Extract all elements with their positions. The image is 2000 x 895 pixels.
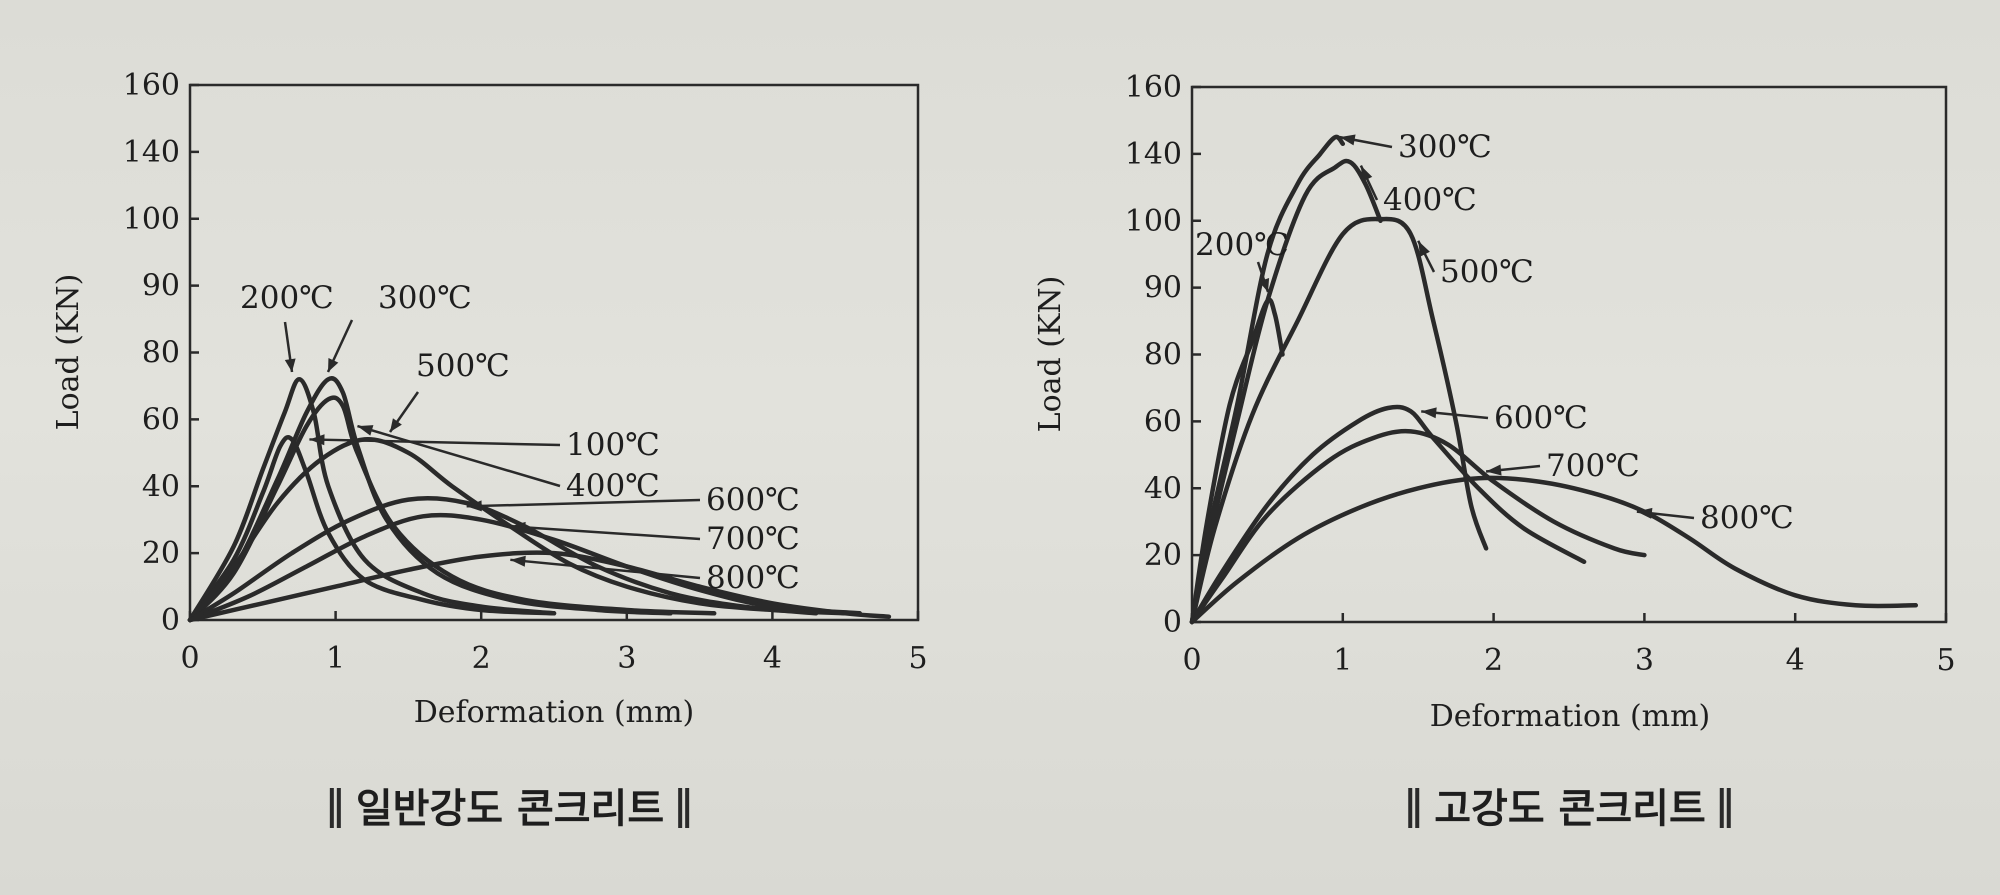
series-label-1: 200℃ (240, 280, 334, 316)
x-tick-label: 3 (1635, 643, 1654, 678)
leader-arrowhead (1636, 507, 1653, 519)
series-line-5 (1189, 428, 1647, 625)
y-tick-label: 80 (1144, 338, 1182, 373)
leader-arrowhead (510, 555, 526, 567)
y-tick-label: 100 (123, 202, 180, 237)
caption-bar (1726, 788, 1731, 828)
leader-arrowhead (1418, 240, 1430, 257)
x-tick-label: 0 (180, 641, 199, 676)
x-tick-label: 3 (617, 641, 636, 676)
x-tick-label: 4 (1786, 643, 1805, 678)
y-axis-title: Load (KN) (1033, 276, 1068, 433)
y-tick-label: 80 (142, 336, 180, 371)
series-label-4: 500℃ (416, 348, 510, 384)
chart-caption: 고강도 콘크리트 (1434, 786, 1706, 832)
caption-bar (1719, 788, 1724, 828)
leader-arrowhead (1360, 165, 1373, 182)
series-line-2 (1189, 158, 1383, 625)
caption-bar (1408, 788, 1413, 828)
x-tick-label: 1 (326, 641, 345, 676)
y-tick-label: 60 (142, 402, 180, 437)
series-line-7 (187, 550, 892, 623)
x-tick-label: 1 (1333, 643, 1352, 678)
x-tick-label: 5 (908, 641, 927, 676)
series-line-2 (187, 376, 673, 623)
y-tick-label: 40 (142, 469, 180, 504)
y-tick-label: 140 (123, 135, 180, 170)
leader-arrowhead (466, 500, 482, 512)
y-tick-label: 60 (1144, 404, 1182, 439)
series-label-1: 300℃ (1398, 129, 1492, 165)
series-label-2: 300℃ (378, 280, 472, 316)
y-tick-label: 100 (1125, 204, 1182, 239)
series-line-4 (187, 437, 848, 623)
chart-high-strength-concrete: 0 1 2 3 4 5 0 20 40 60 80 90 100 140 160 Deformation (m… (1033, 70, 1956, 832)
series-line-4 (1189, 404, 1587, 625)
leader-arrowhead (1421, 407, 1437, 419)
x-tick-label: 2 (472, 641, 491, 676)
y-tick-label: 0 (1163, 605, 1182, 640)
series-label-0: 100℃ (566, 427, 660, 463)
chart-normal-strength-concrete: 0 1 2 3 4 5 0 20 40 60 80 90 100 140 160 Deformation (m… (51, 68, 928, 832)
caption-bar (678, 788, 683, 828)
x-tick-label: 5 (1936, 643, 1955, 678)
leader-arrowhead (390, 418, 402, 432)
leader-line (309, 438, 561, 447)
plot-frame (1190, 85, 1948, 624)
series-label-4: 600℃ (1494, 400, 1588, 436)
series-label-3: 500℃ (1440, 254, 1534, 290)
x-tick-label: 2 (1484, 643, 1503, 678)
y-tick-label: 40 (1144, 471, 1182, 506)
series-line-5 (187, 496, 819, 623)
series-line-1 (1189, 134, 1346, 625)
leader-line (466, 498, 701, 508)
leader-arrowhead (1486, 464, 1502, 476)
leader-arrowhead (284, 358, 296, 372)
leader-arrowhead (1258, 278, 1270, 292)
caption-bar (329, 788, 334, 828)
y-tick-label: 160 (1125, 70, 1182, 105)
series-label-5: 600℃ (706, 482, 800, 518)
y-tick-label: 90 (1144, 271, 1182, 306)
leader-arrowhead (309, 434, 325, 446)
y-tick-label: 90 (142, 269, 180, 304)
leader-arrowhead (357, 425, 374, 436)
x-tick-label: 4 (763, 641, 782, 676)
series-label-2: 400℃ (1383, 182, 1477, 218)
y-axis-title: Load (KN) (51, 274, 86, 431)
leader-line (510, 558, 701, 580)
series-label-7: 800℃ (706, 560, 800, 596)
y-tick-label: 20 (142, 536, 180, 571)
x-axis-title: Deformation (mm) (414, 695, 695, 730)
y-tick-label: 20 (1144, 538, 1182, 573)
series-label-6: 800℃ (1700, 500, 1794, 536)
x-tick-label: 0 (1182, 643, 1201, 678)
x-axis-title: Deformation (mm) (1430, 699, 1711, 734)
series-line-6 (187, 512, 863, 623)
y-tick-label: 160 (123, 68, 180, 103)
y-tick-label: 0 (161, 603, 180, 638)
leader-arrowhead (328, 358, 339, 372)
chart-caption: 일반강도 콘크리트 (356, 786, 664, 832)
series-label-0: 200℃ (1195, 227, 1289, 263)
series-label-5: 700℃ (1546, 448, 1640, 484)
series-label-3: 400℃ (566, 468, 660, 504)
caption-bar (1415, 788, 1420, 828)
series-line-3 (1189, 216, 1489, 625)
y-tick-label: 140 (1125, 137, 1182, 172)
series-label-6: 700℃ (706, 521, 800, 557)
caption-bar (336, 788, 341, 828)
series-line-6 (1189, 475, 1919, 625)
leader-line (357, 424, 561, 488)
caption-bar (685, 788, 690, 828)
leader-arrowhead (510, 521, 526, 533)
leader-arrowhead (1339, 134, 1356, 146)
leader-line (510, 525, 701, 541)
